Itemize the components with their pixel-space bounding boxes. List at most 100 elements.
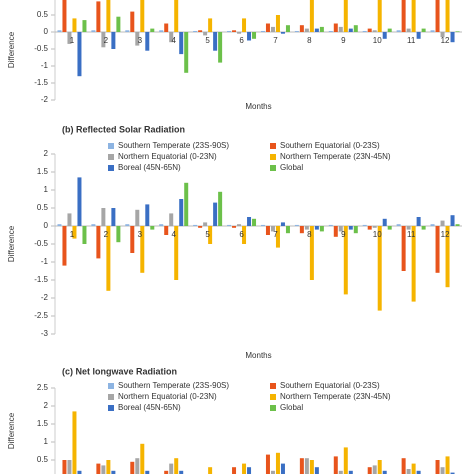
bar [450, 472, 455, 474]
bar [440, 220, 445, 226]
bar [265, 226, 270, 235]
bar [96, 226, 101, 259]
bar [91, 30, 96, 32]
y-tick-label: 0 [44, 221, 49, 230]
bar [106, 226, 111, 291]
bar [353, 226, 358, 234]
x-tick-label: 3 [138, 230, 143, 239]
bar [82, 226, 87, 244]
y-tick-label: -2 [41, 293, 49, 302]
bar [387, 28, 392, 32]
legend-label: Northern Equatorial (0-23N) [118, 392, 217, 401]
legend-swatch [270, 154, 276, 160]
bar [116, 16, 121, 32]
bar [77, 32, 82, 77]
legend-swatch [270, 165, 276, 171]
bar [130, 226, 135, 253]
bar [232, 226, 237, 228]
y-tick-label: 1.5 [37, 419, 49, 428]
y-tick-label: 0.5 [37, 203, 49, 212]
y-tick-label: -2 [41, 95, 49, 104]
legend-label: Southern Equatorial (0-23S) [280, 141, 380, 150]
bar [145, 32, 150, 51]
legend-swatch [108, 394, 114, 400]
bar [242, 463, 247, 474]
bar [328, 30, 333, 32]
bar [106, 0, 111, 32]
bar [387, 226, 392, 230]
y-tick-label: -1.5 [34, 78, 48, 87]
bar [435, 460, 440, 474]
bar [169, 463, 174, 474]
x-axis-label: Months [245, 351, 271, 360]
bar [218, 32, 223, 63]
y-tick-label: 2 [44, 149, 49, 158]
bar [396, 30, 401, 32]
bar [67, 460, 72, 474]
x-tick-label: 9 [341, 36, 346, 45]
bar [62, 226, 67, 266]
bar [411, 463, 416, 474]
y-axis-label: Difference [7, 412, 16, 449]
bar [377, 460, 382, 474]
bar [270, 470, 275, 474]
bar [260, 30, 265, 32]
legend-label: Southern Temperate (23S-90S) [118, 141, 229, 150]
bar [125, 224, 130, 226]
bar [159, 30, 164, 32]
bar [348, 28, 353, 32]
bar [275, 15, 280, 32]
bar [179, 470, 184, 474]
bar [435, 0, 440, 32]
x-tick-label: 12 [441, 230, 450, 239]
bar [416, 470, 421, 474]
x-tick-label: 1 [70, 36, 75, 45]
bar [348, 470, 353, 474]
bar [198, 226, 203, 228]
bar [164, 470, 169, 474]
legend-swatch [108, 165, 114, 171]
bar [150, 28, 155, 32]
bar [309, 460, 314, 474]
bar [67, 32, 72, 44]
bar [247, 217, 252, 226]
x-tick-label: 12 [441, 36, 450, 45]
bar [77, 470, 82, 474]
bar [203, 32, 208, 36]
x-tick-label: 4 [171, 230, 176, 239]
chart-title: (c) Net longwave Radiation [62, 366, 177, 376]
legend-swatch [270, 405, 276, 411]
bar [179, 199, 184, 226]
bar [237, 224, 242, 226]
bar [237, 32, 242, 34]
bar [411, 0, 416, 32]
legend-swatch [270, 383, 276, 389]
bar [445, 226, 450, 288]
bar [135, 458, 140, 474]
bar [401, 0, 406, 32]
bar [304, 28, 309, 32]
bar [455, 224, 460, 226]
x-tick-label: 8 [307, 36, 312, 45]
bar [372, 226, 377, 228]
bar [174, 226, 179, 280]
bar [208, 226, 213, 244]
bar [450, 215, 455, 226]
x-tick-label: 4 [171, 36, 176, 45]
bar [174, 458, 179, 474]
x-tick-label: 5 [205, 230, 210, 239]
bar [299, 226, 304, 234]
bar [140, 0, 145, 32]
bar [106, 460, 111, 474]
bar [213, 202, 218, 226]
x-tick-label: 7 [273, 230, 278, 239]
bar [372, 465, 377, 474]
bar [328, 224, 333, 226]
bar [135, 209, 140, 226]
bar [450, 32, 455, 43]
bar [294, 224, 299, 226]
bar [362, 30, 367, 32]
x-tick-label: 2 [104, 36, 109, 45]
bar [348, 226, 353, 230]
